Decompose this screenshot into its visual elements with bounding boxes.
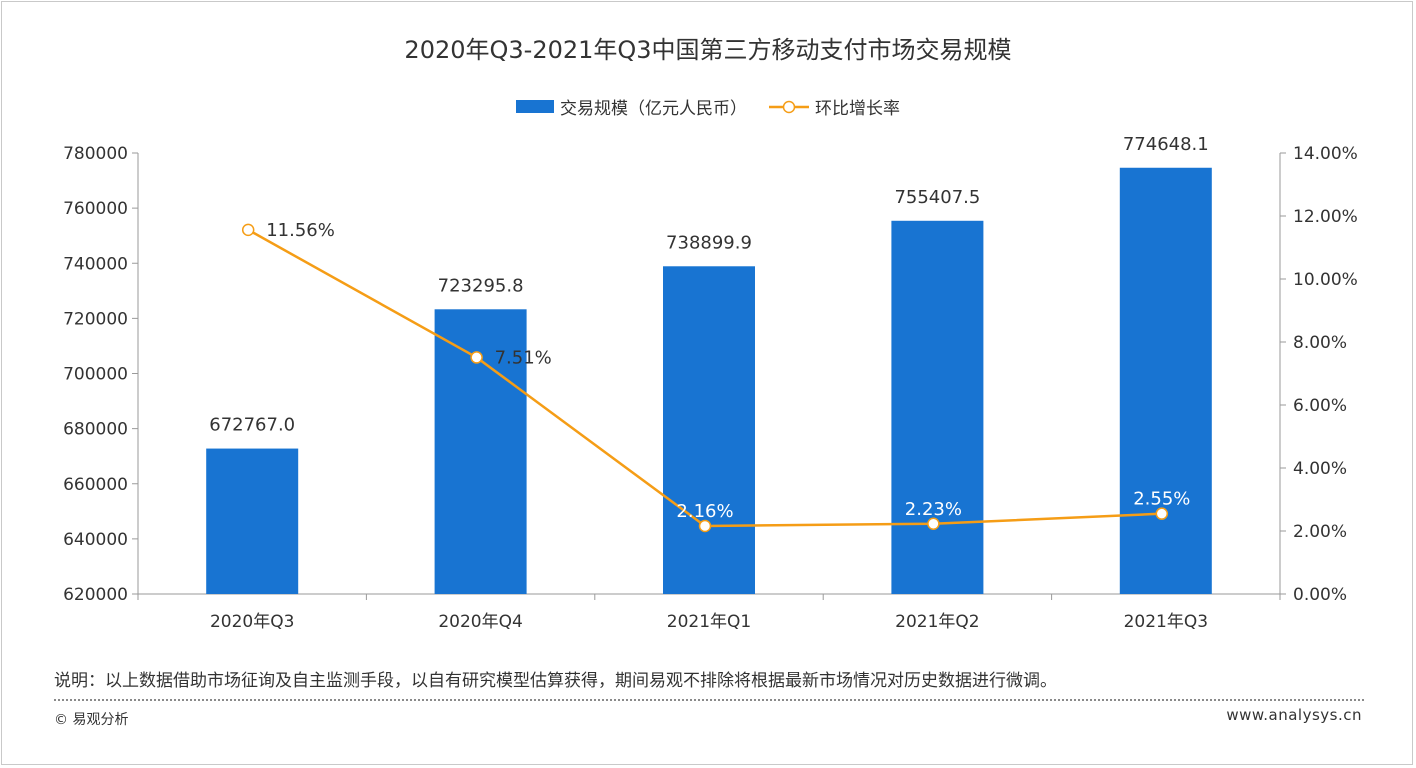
copyright: © 易观分析 [54, 712, 129, 728]
y-left-tick-label: 640000 [63, 530, 128, 550]
footer-divider [54, 699, 1364, 701]
bar-value-label: 774648.1 [1123, 134, 1209, 155]
y-left-tick-label: 760000 [63, 199, 128, 219]
bar-value-label: 755407.5 [894, 187, 980, 208]
bar [663, 266, 755, 594]
y-right-tick-label: 12.00% [1293, 207, 1358, 227]
bar-value-label: 672767.0 [209, 415, 295, 436]
legend-label-volume: 交易规模（亿元人民币） [560, 99, 747, 119]
growth-value-label: 2.23% [905, 499, 962, 520]
y-left-tick-label: 720000 [63, 309, 128, 329]
bar-value-label: 723295.8 [438, 275, 524, 296]
legend-item-growth: 环比增长率 [767, 94, 900, 119]
growth-value-label: 2.55% [1133, 489, 1190, 510]
growth-value-label: 7.51% [495, 347, 552, 368]
bar-value-label: 738899.9 [666, 232, 752, 253]
y-right-tick-label: 0.00% [1293, 585, 1347, 605]
y-left-tick-label: 700000 [63, 365, 128, 385]
chart-plot: 620000 640000 660000 680000 700000 720000 7400… [63, 134, 1358, 632]
growth-point [470, 351, 483, 364]
x-tick-label: 2021年Q3 [1124, 612, 1208, 632]
growth-value-label: 2.16% [676, 501, 733, 522]
y-left-tick-label: 660000 [63, 475, 128, 495]
footnote: 说明：以上数据借助市场征询及自主监测手段，以自有研究模型估算获得，期间易观不排除… [54, 671, 1057, 691]
x-tick-label: 2021年Q1 [667, 612, 751, 632]
legend: 交易规模（亿元人民币） 环比增长率 [0, 94, 1416, 119]
growth-point [698, 519, 712, 533]
bar [891, 220, 984, 594]
y-left-tick-label: 620000 [63, 585, 128, 605]
growth-point [241, 223, 255, 237]
legend-swatch-line [769, 100, 809, 113]
growth-value-label: 11.56% [266, 220, 335, 241]
chart-title: 2020年Q3-2021年Q3中国第三方移动支付市场交易规模 [404, 36, 1012, 64]
x-tick-label: 2020年Q3 [210, 612, 294, 632]
y-left-tick-label: 780000 [63, 144, 128, 164]
y-right-tick-label: 2.00% [1293, 522, 1347, 542]
y-left-tick-label: 740000 [63, 254, 128, 274]
source-url: www.analysys.cn [1226, 706, 1362, 724]
growth-point [927, 517, 940, 531]
legend-swatch-bar [516, 100, 554, 113]
bar [206, 448, 299, 594]
legend-label-growth: 环比增长率 [815, 99, 900, 119]
y-left-tick-label: 680000 [63, 420, 128, 440]
growth-point [1155, 507, 1169, 520]
y-right-tick-label: 8.00% [1293, 333, 1347, 353]
bar [1119, 167, 1212, 595]
legend-item-volume: 交易规模（亿元人民币） [516, 94, 747, 119]
x-tick-label: 2021年Q2 [895, 612, 979, 632]
y-right-tick-label: 10.00% [1293, 270, 1358, 290]
y-right-tick-label: 6.00% [1293, 396, 1347, 416]
y-right-tick-label: 14.00% [1293, 144, 1358, 164]
y-right-tick-label: 4.00% [1293, 459, 1347, 479]
x-tick-label: 2020年Q4 [438, 612, 522, 632]
